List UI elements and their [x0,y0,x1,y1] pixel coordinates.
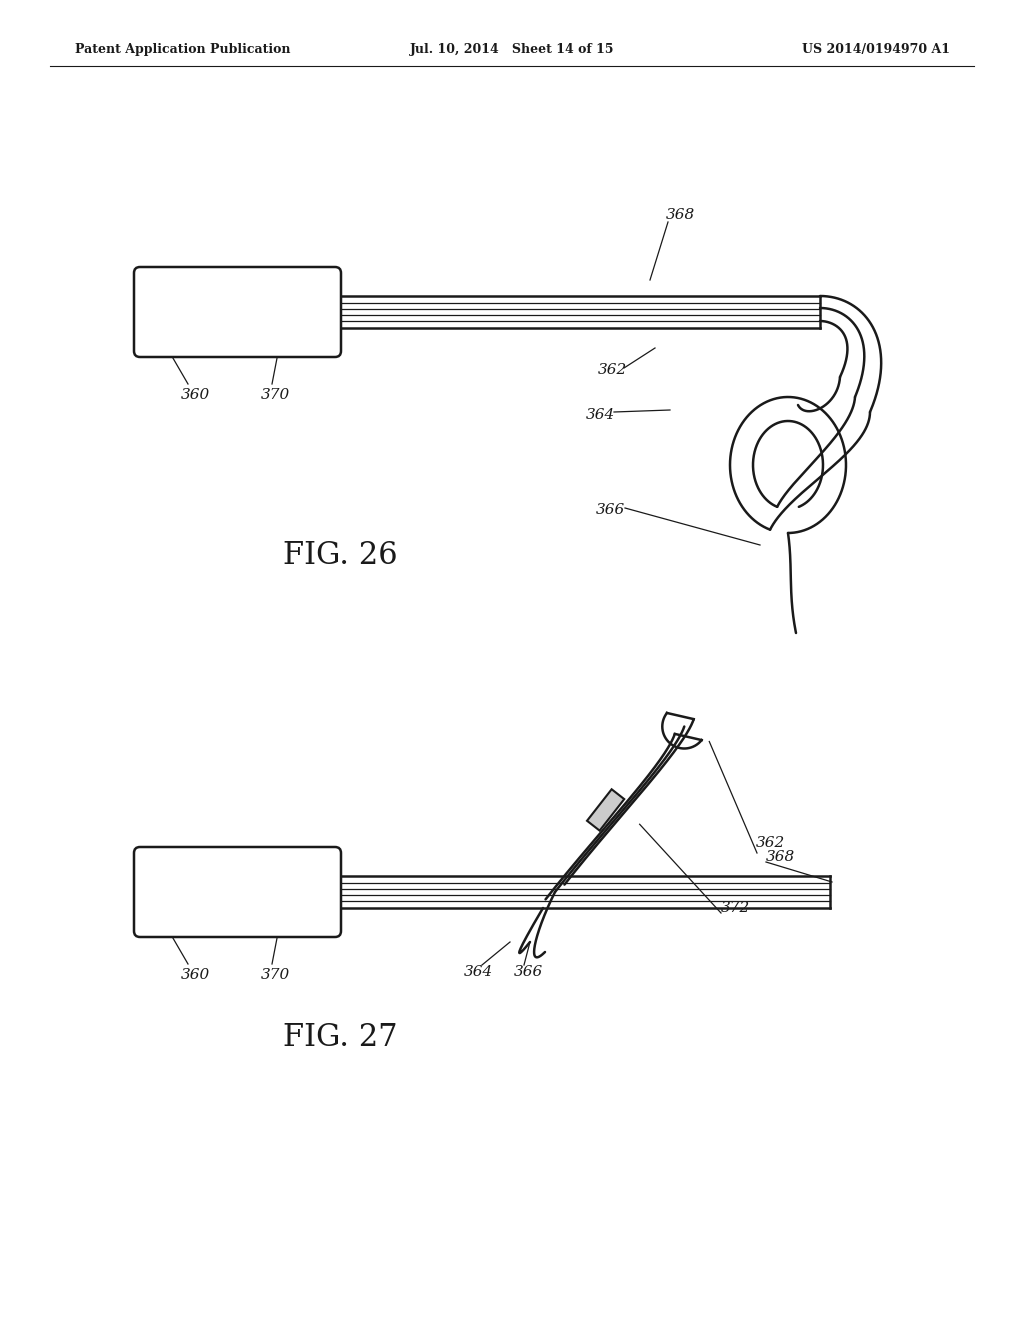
Text: 372: 372 [720,902,750,915]
FancyBboxPatch shape [134,267,341,356]
Text: FIG. 27: FIG. 27 [283,1022,397,1053]
Text: 368: 368 [666,209,694,222]
Text: 364: 364 [464,965,493,979]
Text: 366: 366 [513,965,543,979]
Text: 362: 362 [756,836,784,850]
Text: 368: 368 [765,850,795,865]
Text: 362: 362 [597,363,627,378]
Text: 364: 364 [586,408,614,422]
Text: 360: 360 [180,388,210,403]
FancyBboxPatch shape [134,847,341,937]
Text: 366: 366 [595,503,625,517]
Text: US 2014/0194970 A1: US 2014/0194970 A1 [802,44,950,57]
Text: 370: 370 [260,388,290,403]
Text: Patent Application Publication: Patent Application Publication [75,44,291,57]
Text: 360: 360 [180,968,210,982]
Text: 370: 370 [260,968,290,982]
Bar [587,789,625,830]
Text: FIG. 26: FIG. 26 [283,540,397,572]
Text: Jul. 10, 2014   Sheet 14 of 15: Jul. 10, 2014 Sheet 14 of 15 [410,44,614,57]
